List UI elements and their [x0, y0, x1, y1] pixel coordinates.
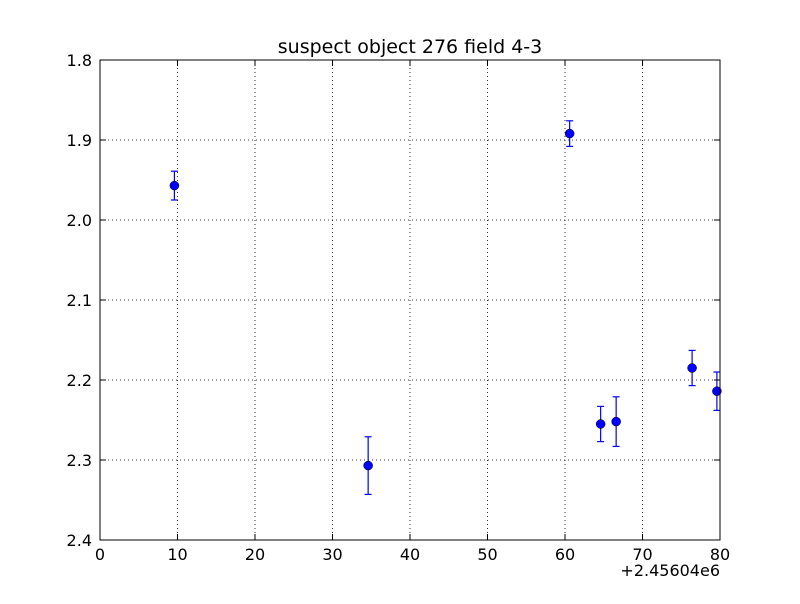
x-tick-label: 80 — [710, 545, 730, 564]
data-point — [169, 180, 180, 191]
x-tick-label: 20 — [245, 545, 265, 564]
x-tick-label: 40 — [400, 545, 420, 564]
x-offset-label: +2.45604e6 — [620, 561, 720, 580]
x-tick-label: 50 — [477, 545, 497, 564]
y-tick-label: 2.1 — [67, 291, 92, 310]
x-tick-label: 70 — [632, 545, 652, 564]
chart-title: suspect object 276 field 4-3 — [278, 36, 543, 58]
x-tick-label: 30 — [322, 545, 342, 564]
y-tick-label: 2.3 — [67, 451, 92, 470]
y-tick-label: 1.8 — [67, 51, 92, 70]
tick-layer: 0 10 20 30 40 50 60 70 80 1.8 1.9 2.0 2.1 2.2 2.3 2.4 — [67, 51, 731, 564]
y-tick-label: 2.2 — [67, 371, 92, 390]
grid-layer — [100, 60, 720, 540]
x-tick-label: 10 — [167, 545, 187, 564]
x-tick-label: 0 — [95, 545, 105, 564]
data-point — [363, 460, 373, 471]
data-point — [712, 386, 722, 396]
x-tick-label: 60 — [555, 545, 575, 564]
y-tick-label: 2.0 — [67, 211, 92, 230]
y-tick-label: 2.4 — [67, 531, 92, 550]
data-point — [687, 363, 697, 373]
data-point — [595, 419, 606, 429]
y-tick-label: 1.9 — [67, 131, 92, 150]
data-point — [564, 128, 575, 139]
data-point — [611, 416, 621, 427]
data-layer — [169, 120, 722, 495]
